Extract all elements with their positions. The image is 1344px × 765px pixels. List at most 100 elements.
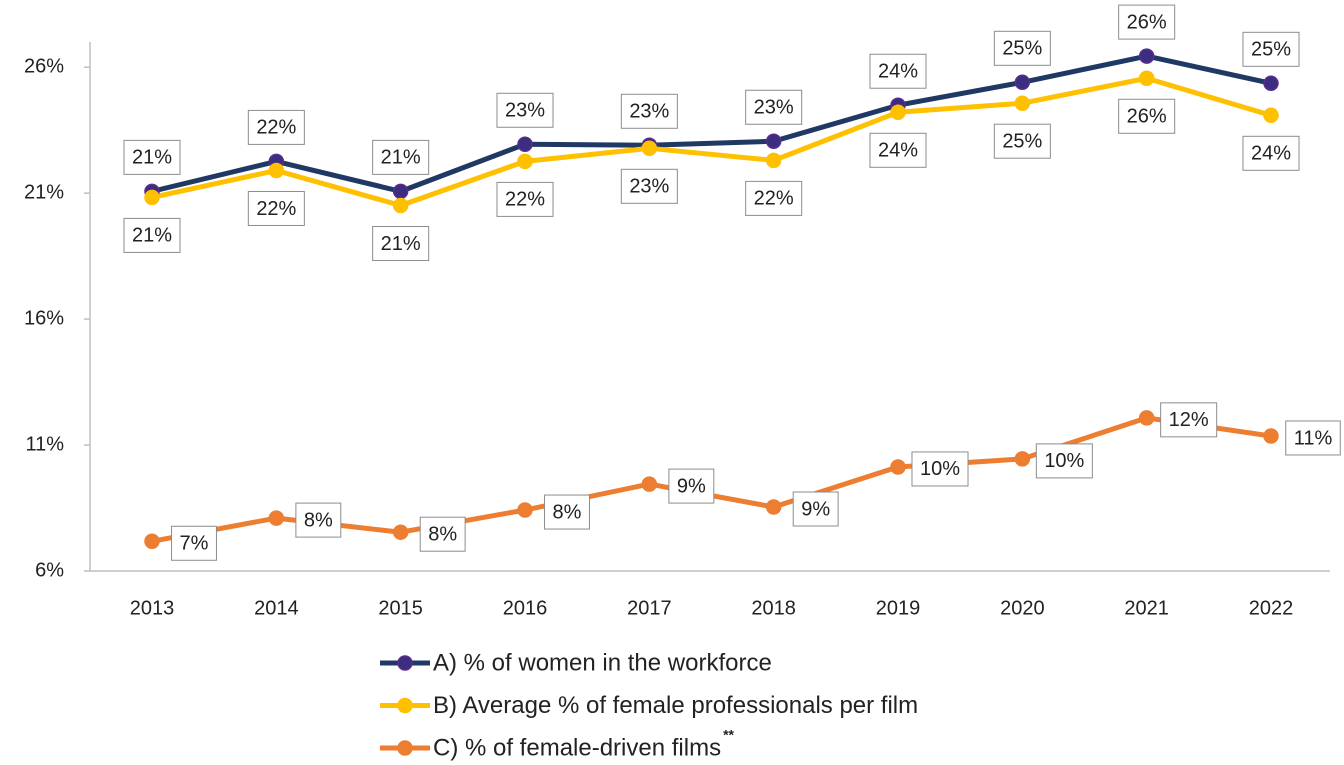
marker	[144, 189, 160, 206]
marker	[1263, 428, 1279, 444]
data-label-box	[123, 139, 181, 175]
marker	[517, 153, 533, 170]
marker	[890, 104, 906, 121]
marker	[765, 152, 782, 169]
data-label: 8%	[304, 509, 333, 531]
x-tick-label: 2015	[378, 597, 423, 619]
legend-label: C) % of female-driven films	[433, 734, 721, 761]
legend-label: B) Average % of female professionals per…	[433, 692, 918, 719]
marker	[890, 459, 906, 475]
series-line	[151, 53, 1272, 194]
marker	[641, 140, 658, 157]
data-label: 8%	[553, 501, 582, 523]
data-label-box	[496, 181, 554, 217]
marker	[268, 162, 285, 179]
data-label-box	[792, 491, 839, 527]
data-label: 24%	[878, 140, 918, 162]
data-label-box	[869, 53, 927, 89]
marker	[144, 533, 160, 550]
data-label: 22%	[505, 189, 545, 211]
data-label-box	[1035, 443, 1093, 479]
data-label: 22%	[256, 198, 296, 220]
data-label-box	[620, 168, 678, 204]
data-label-box	[993, 123, 1051, 159]
data-label-box	[1118, 98, 1176, 134]
x-tick-label: 2021	[1124, 597, 1169, 619]
legend-footnote-mark: **	[723, 727, 734, 743]
series-line	[151, 75, 1272, 208]
marker	[641, 476, 658, 492]
marker	[765, 133, 782, 150]
data-label: 23%	[505, 100, 545, 122]
legend-marker	[397, 655, 413, 671]
marker	[1014, 74, 1031, 91]
y-tick-label: 16%	[24, 307, 64, 329]
marker	[1014, 451, 1031, 467]
legend-marker	[397, 740, 413, 756]
marker	[1138, 410, 1155, 426]
data-label: 25%	[1251, 39, 1291, 61]
marker	[1138, 70, 1155, 87]
data-label: 21%	[132, 147, 172, 169]
data-label: 10%	[1044, 450, 1084, 472]
data-label: 21%	[381, 233, 421, 255]
data-label-box	[620, 93, 678, 129]
data-label: 8%	[428, 523, 457, 545]
marker	[1263, 75, 1279, 92]
data-label-box	[1285, 420, 1341, 456]
y-tick-label: 6%	[35, 559, 64, 581]
data-label-box	[544, 494, 590, 530]
data-label-box	[911, 451, 969, 487]
x-tick-label: 2014	[254, 597, 299, 619]
marker	[392, 197, 409, 214]
x-tick-label: 2022	[1249, 597, 1294, 619]
marker	[517, 502, 533, 518]
data-label: 24%	[878, 61, 918, 83]
data-label: 25%	[1002, 38, 1042, 60]
data-label-box	[1118, 4, 1176, 40]
data-label: 21%	[381, 147, 421, 169]
data-label-box	[247, 109, 305, 145]
data-label: 7%	[180, 533, 209, 555]
x-tick-label: 2017	[627, 597, 672, 619]
legend-marker	[397, 697, 413, 714]
marker	[1263, 107, 1279, 124]
data-label: 23%	[754, 97, 794, 119]
data-label-box	[295, 502, 342, 538]
data-label-box	[869, 132, 927, 168]
marker	[268, 510, 285, 526]
data-label: 9%	[677, 475, 706, 497]
data-label-box	[496, 92, 554, 128]
x-tick-label: 2019	[876, 597, 921, 619]
data-label-box	[123, 217, 181, 253]
data-label-box	[1242, 31, 1300, 67]
data-label: 25%	[1002, 130, 1042, 152]
legend-label: A) % of women in the workforce	[433, 649, 772, 676]
x-tick-label: 2018	[751, 597, 796, 619]
data-label-box	[419, 516, 466, 552]
data-label: 26%	[1127, 106, 1167, 128]
marker	[765, 499, 782, 515]
x-tick-label: 2013	[130, 597, 175, 619]
data-label-box	[745, 180, 803, 216]
marker	[517, 136, 533, 153]
y-tick-label: 11%	[25, 433, 64, 455]
data-label-box	[993, 30, 1051, 66]
data-label: 9%	[801, 498, 830, 520]
data-label: 10%	[920, 458, 960, 480]
marker	[392, 524, 409, 540]
data-label: 26%	[1127, 11, 1167, 33]
data-label: 22%	[754, 188, 794, 210]
x-tick-label: 2020	[1000, 597, 1045, 619]
data-label: 11%	[1294, 427, 1333, 449]
data-label: 12%	[1169, 409, 1209, 431]
x-tick-label: 2016	[503, 597, 548, 619]
data-label-box	[372, 139, 430, 175]
data-label-box	[1242, 135, 1300, 171]
marker	[1138, 48, 1155, 64]
data-label: 23%	[629, 101, 669, 123]
marker	[392, 183, 409, 200]
data-label: 24%	[1251, 143, 1291, 165]
data-label-box	[668, 468, 715, 504]
